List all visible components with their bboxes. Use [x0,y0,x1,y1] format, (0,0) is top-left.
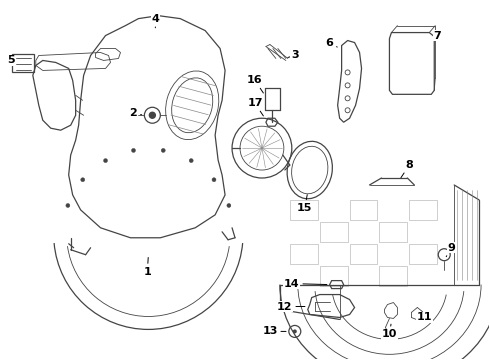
Circle shape [103,159,107,163]
Circle shape [212,178,216,182]
Text: 13: 13 [262,327,286,336]
Text: 3: 3 [288,50,298,60]
Circle shape [293,329,297,333]
Circle shape [131,148,136,152]
Text: 9: 9 [446,243,455,257]
Text: 11: 11 [416,312,432,323]
Text: 12: 12 [277,302,305,311]
Text: 1: 1 [144,257,151,276]
Text: 14: 14 [284,279,327,289]
Circle shape [81,178,85,182]
Text: 7: 7 [433,31,441,41]
Text: 16: 16 [247,75,264,93]
Circle shape [149,112,155,118]
Text: 6: 6 [326,37,337,48]
Text: 10: 10 [382,324,397,339]
Text: 15: 15 [297,195,313,213]
Circle shape [189,159,193,163]
Text: 2: 2 [129,108,142,118]
Text: 4: 4 [151,14,159,28]
Circle shape [161,148,165,152]
Text: 17: 17 [247,98,264,116]
Text: 8: 8 [401,160,413,178]
Circle shape [66,203,70,207]
Circle shape [227,203,231,207]
Text: 5: 5 [7,55,15,66]
